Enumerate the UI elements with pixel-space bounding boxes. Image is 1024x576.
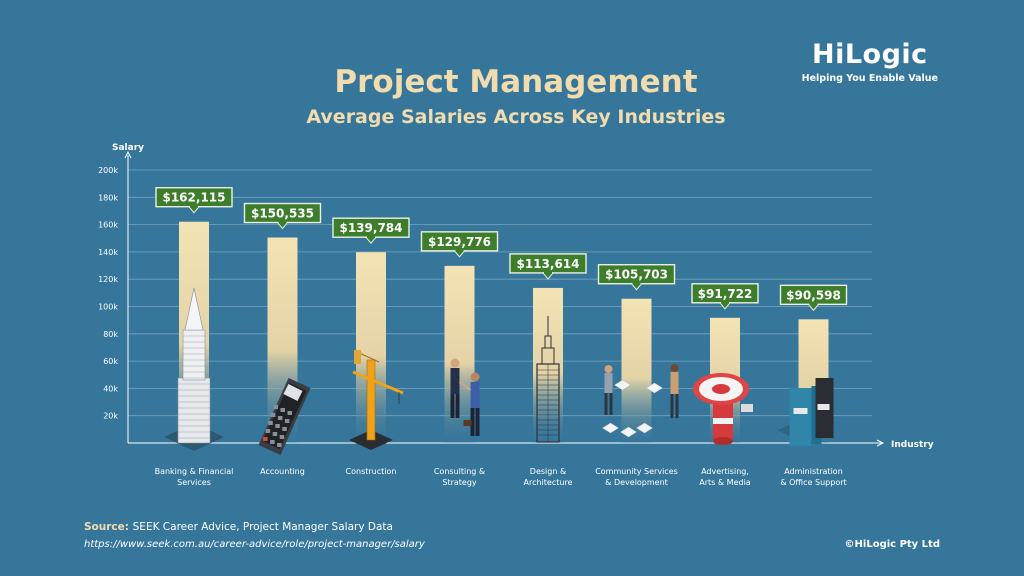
x-axis-arrow (876, 439, 885, 447)
puzzle-team-icon (602, 364, 679, 438)
x-tick-label: Banking & Financial Services (155, 467, 234, 487)
skyscraper-icon (164, 287, 224, 451)
source-label: Source: (84, 521, 129, 533)
x-tick-label: Accounting (260, 467, 305, 476)
source-url: https://www.seek.com.au/career-advice/ro… (84, 539, 425, 550)
data-label: $139,784 (339, 221, 402, 235)
y-tick-label: 80k (103, 330, 118, 339)
chart-subtitle: Average Salaries Across Key Industries (306, 106, 726, 128)
logo-name: HiLogic (811, 39, 928, 70)
y-axis-label: Salary (112, 143, 144, 153)
data-label: $113,614 (516, 257, 579, 271)
source-line: Source: SEEK Career Advice, Project Mana… (84, 521, 393, 533)
data-label-box (243, 202, 322, 230)
data-label-box (779, 284, 848, 312)
calculator-icon (258, 378, 311, 455)
x-tick-label: Advertising, Arts & Media (699, 467, 751, 487)
data-label: $162,115 (162, 191, 225, 205)
data-label-box (332, 217, 410, 244)
data-label-box (597, 264, 676, 291)
data-label: $105,703 (605, 268, 668, 282)
megaphone-icon (693, 373, 753, 445)
y-tick-label: 160k (98, 221, 118, 230)
data-label: $91,722 (698, 287, 753, 301)
data-label-box (509, 253, 587, 280)
x-tick-label: Administration & Office Support (780, 467, 846, 487)
handshake-icon (450, 358, 480, 436)
y-tick-label: 180k (98, 193, 118, 202)
y-tick-label: 140k (98, 248, 118, 257)
chart-title: Project Management (334, 64, 698, 100)
data-label-box (691, 283, 759, 310)
y-axis-arrow (124, 150, 132, 159)
y-tick-label: 120k (98, 275, 118, 284)
y-tick-label: 100k (98, 303, 118, 312)
data-label-box (420, 231, 499, 258)
x-axis-label: Industry (891, 440, 934, 450)
y-tick-label: 200k (98, 166, 118, 175)
y-tick-label: 40k (103, 384, 118, 393)
data-label: $150,535 (251, 207, 314, 221)
data-label: $90,598 (786, 288, 841, 302)
logo-tagline: Helping You Enable Value (801, 73, 938, 84)
data-label: $129,776 (428, 235, 491, 249)
y-tick-label: 20k (103, 412, 118, 421)
y-tick-label: 60k (103, 357, 118, 366)
logo: HiLogic Helping You Enable Value (801, 39, 938, 85)
x-tick-label: Community Services & Development (595, 467, 678, 487)
copyright: ©HiLogic Pty Ltd (844, 539, 940, 550)
crane-icon (349, 350, 404, 450)
x-tick-label: Construction (346, 467, 397, 476)
bar (621, 298, 652, 443)
x-tick-label: Design & Architecture (524, 467, 573, 487)
x-tick-label: Consulting & Strategy (434, 467, 485, 487)
binders-icon (777, 378, 836, 446)
tower-icon (536, 316, 560, 443)
data-label-box (155, 187, 233, 214)
source-text: SEEK Career Advice, Project Manager Sala… (132, 521, 393, 533)
